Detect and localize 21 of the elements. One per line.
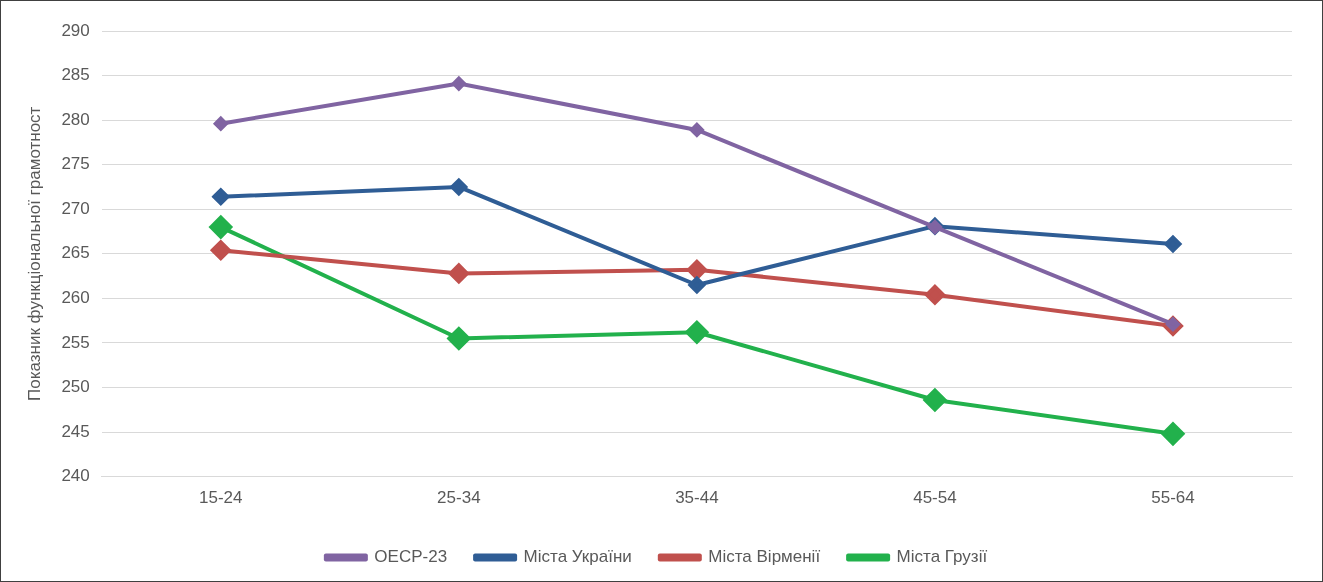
legend-label: Міста Вірменії: [708, 547, 821, 567]
x-tick-label: 25-34: [437, 488, 481, 508]
y-tick-label: 245: [61, 421, 90, 441]
y-tick-label: 280: [61, 109, 90, 129]
x-tick-label: 15-24: [199, 488, 243, 508]
x-tick-label: 35-44: [675, 488, 719, 508]
legend-label: Міста України: [523, 547, 632, 567]
y-tick-label: 270: [61, 198, 90, 218]
y-tick-label: 290: [61, 20, 90, 40]
legend-label: ОЕСР-23: [374, 547, 448, 567]
y-axis-title: Показник функціональної грамотност: [24, 106, 44, 401]
x-tick-label: 45-54: [913, 488, 957, 508]
y-tick-label: 255: [61, 332, 90, 352]
y-tick-label: 285: [61, 65, 90, 85]
y-tick-label: 250: [61, 377, 90, 397]
y-tick-label: 260: [61, 288, 90, 308]
y-tick-label: 265: [61, 243, 90, 263]
y-tick-label: 240: [61, 466, 90, 486]
y-tick-label: 275: [61, 154, 90, 174]
legend-label: Міста Грузії: [896, 547, 988, 567]
x-tick-label: 55-64: [1151, 488, 1195, 508]
